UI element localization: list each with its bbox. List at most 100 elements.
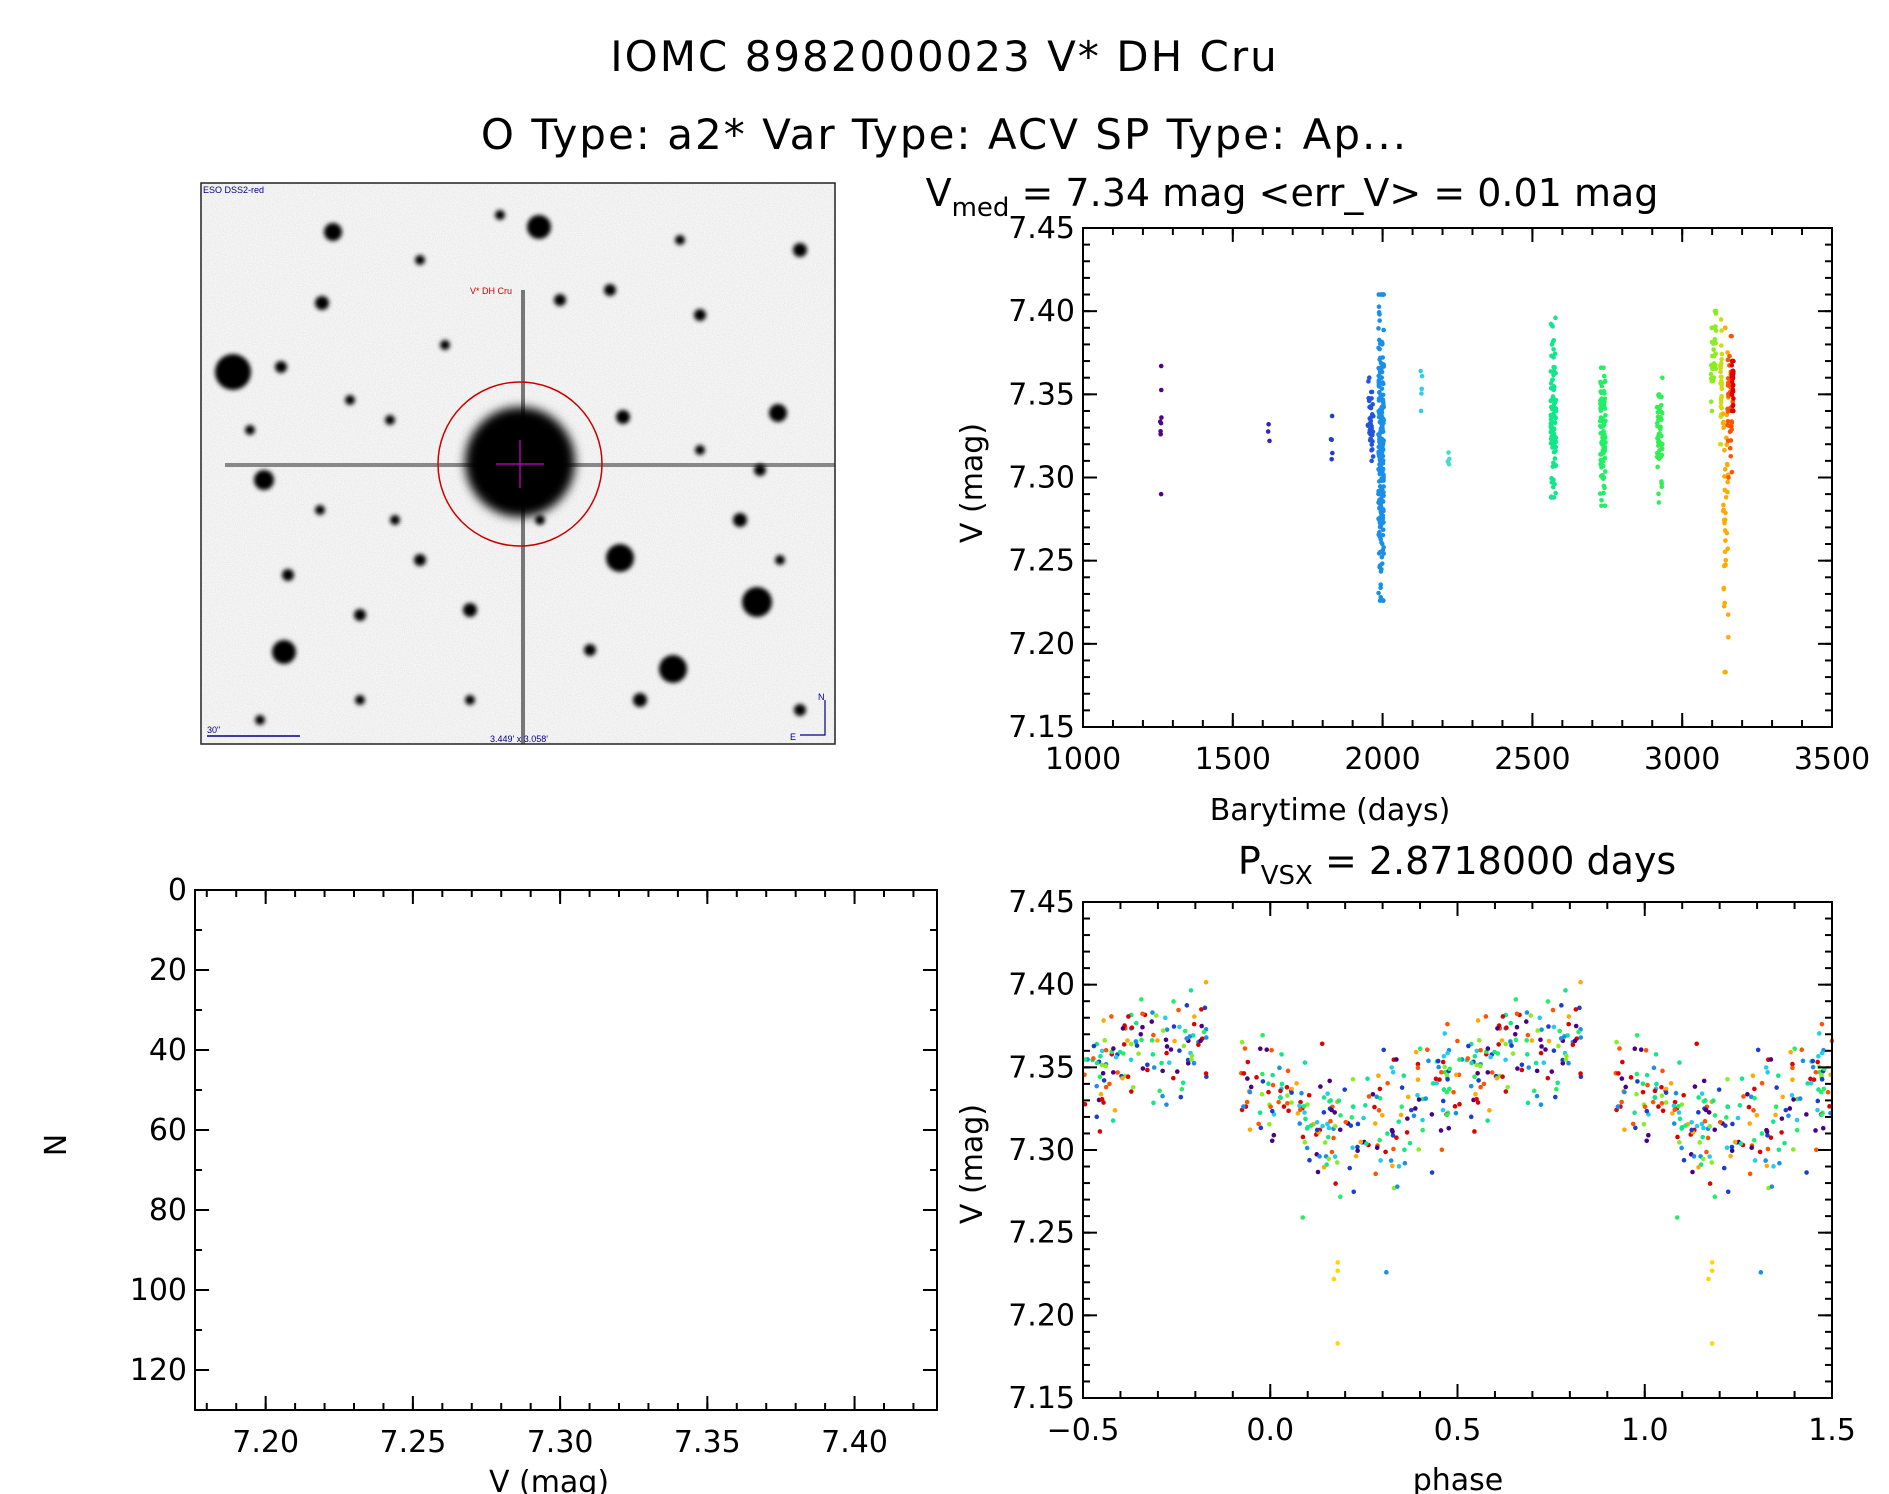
phased-point — [1675, 1134, 1680, 1140]
phased-point — [1545, 999, 1551, 1004]
phased-point — [1707, 1123, 1713, 1129]
field-star — [527, 215, 551, 239]
field-star — [282, 569, 294, 581]
phased-point — [1738, 1141, 1744, 1146]
lightcurve-point — [1725, 422, 1730, 428]
phased-point — [1560, 1057, 1565, 1063]
phased-point — [1672, 1099, 1678, 1105]
phased-point — [1304, 1145, 1310, 1151]
phased-point — [1651, 1065, 1657, 1071]
phased-point — [1619, 1099, 1624, 1105]
phased-point — [1659, 1084, 1664, 1090]
phased-point — [1188, 988, 1194, 993]
phased-point — [1573, 1023, 1579, 1029]
histogram-ytick-label: 0 — [168, 873, 187, 908]
phased-point — [1171, 999, 1176, 1004]
phased-point — [1725, 1189, 1731, 1195]
phased-point — [1638, 1047, 1644, 1052]
lightcurve-point — [1721, 502, 1726, 508]
phased-point — [1676, 1110, 1682, 1115]
phased-point — [1247, 1089, 1253, 1095]
phased-point — [1187, 1034, 1193, 1039]
lightcurve-point — [1551, 347, 1556, 352]
lightcurve-point — [1369, 389, 1375, 395]
lightcurve-point — [1550, 339, 1556, 345]
lightcurve-point — [1728, 438, 1734, 443]
phased-point — [1555, 1080, 1561, 1086]
phased-point — [1353, 1153, 1359, 1159]
field-star — [794, 704, 806, 716]
lightcurve-point — [1729, 392, 1735, 398]
phased-point — [1270, 1072, 1275, 1078]
lightcurve-point — [1380, 598, 1386, 603]
phased-point — [1696, 1164, 1701, 1170]
lightcurve-plot-frame — [1082, 227, 1833, 728]
phased-point — [1531, 1088, 1537, 1094]
phased-point — [1523, 1019, 1529, 1024]
phased-point — [1285, 1100, 1290, 1106]
phased-point — [1563, 988, 1568, 993]
phased-point — [1185, 1057, 1191, 1063]
phased-point — [1120, 1026, 1126, 1031]
lightcurve-point — [1330, 450, 1335, 456]
phased-point — [1164, 1044, 1170, 1049]
phased-point — [1442, 1031, 1448, 1036]
phased-point — [1319, 1041, 1325, 1047]
field-star — [255, 715, 265, 725]
phased-point — [1478, 1084, 1483, 1090]
lightcurve-ytick-label: 7.40 — [1008, 294, 1075, 329]
phased-point — [1395, 1184, 1400, 1189]
lightcurve-point — [1376, 304, 1382, 310]
phased-point — [1632, 1046, 1638, 1051]
phased-point — [1445, 1021, 1450, 1027]
phased-point — [1696, 1095, 1701, 1100]
lightcurve-point — [1548, 321, 1554, 327]
phased-point — [1297, 1107, 1303, 1113]
phased-axes: −0.5 0.0 0.5 1.0 1.5 7.15 7.20 7.25 7.30 7.35 7.40… — [1008, 885, 1856, 1448]
lightcurve-point — [1551, 411, 1556, 417]
phased-point — [1633, 1125, 1638, 1131]
lightcurve-point — [1721, 585, 1727, 591]
lightcurve-point — [1366, 395, 1371, 401]
phased-point — [1549, 1069, 1555, 1074]
phased-point — [1513, 1037, 1519, 1043]
phased-point — [1745, 1092, 1750, 1097]
phased-point — [1620, 1059, 1625, 1065]
phased-point — [1321, 1110, 1327, 1115]
lightcurve-point — [1380, 499, 1386, 504]
phased-point — [1543, 1047, 1548, 1052]
phased-point — [1447, 1066, 1452, 1072]
phased-point — [1723, 1115, 1729, 1120]
lightcurve-point — [1158, 491, 1164, 497]
histogram-xtick-label: 7.40 — [821, 1425, 888, 1460]
phased-point — [1434, 1080, 1439, 1086]
phased-point — [1100, 1070, 1106, 1076]
phased-point — [1819, 1112, 1824, 1118]
lightcurve-point — [1418, 408, 1424, 414]
phased-point — [1508, 1020, 1514, 1026]
phased-point — [1327, 1078, 1332, 1084]
field-star — [275, 361, 287, 373]
phased-point — [1342, 1087, 1347, 1092]
phased-point — [1444, 1089, 1450, 1095]
phased-point — [1289, 1090, 1294, 1095]
phased-point — [1514, 1024, 1520, 1030]
phased-point — [1433, 1076, 1439, 1082]
lightcurve-point — [1379, 339, 1385, 345]
lightcurve-point — [1730, 368, 1736, 374]
lightcurve-point — [1551, 477, 1556, 483]
phased-outlier-point — [1709, 1260, 1715, 1265]
lightcurve-point — [1368, 436, 1373, 441]
phased-point — [1623, 1084, 1629, 1090]
phased-point — [1476, 1038, 1482, 1043]
lightcurve-point — [1710, 325, 1715, 331]
field-star — [463, 603, 477, 617]
phased-point — [1712, 1194, 1718, 1199]
phased-point — [1477, 1063, 1483, 1069]
lightcurve-point — [1377, 534, 1383, 540]
compass-east: E — [790, 732, 796, 742]
phased-point — [1413, 1106, 1418, 1111]
phased-point — [1503, 1041, 1508, 1047]
phased-point — [1424, 1047, 1430, 1053]
phased-point — [1159, 1060, 1164, 1066]
